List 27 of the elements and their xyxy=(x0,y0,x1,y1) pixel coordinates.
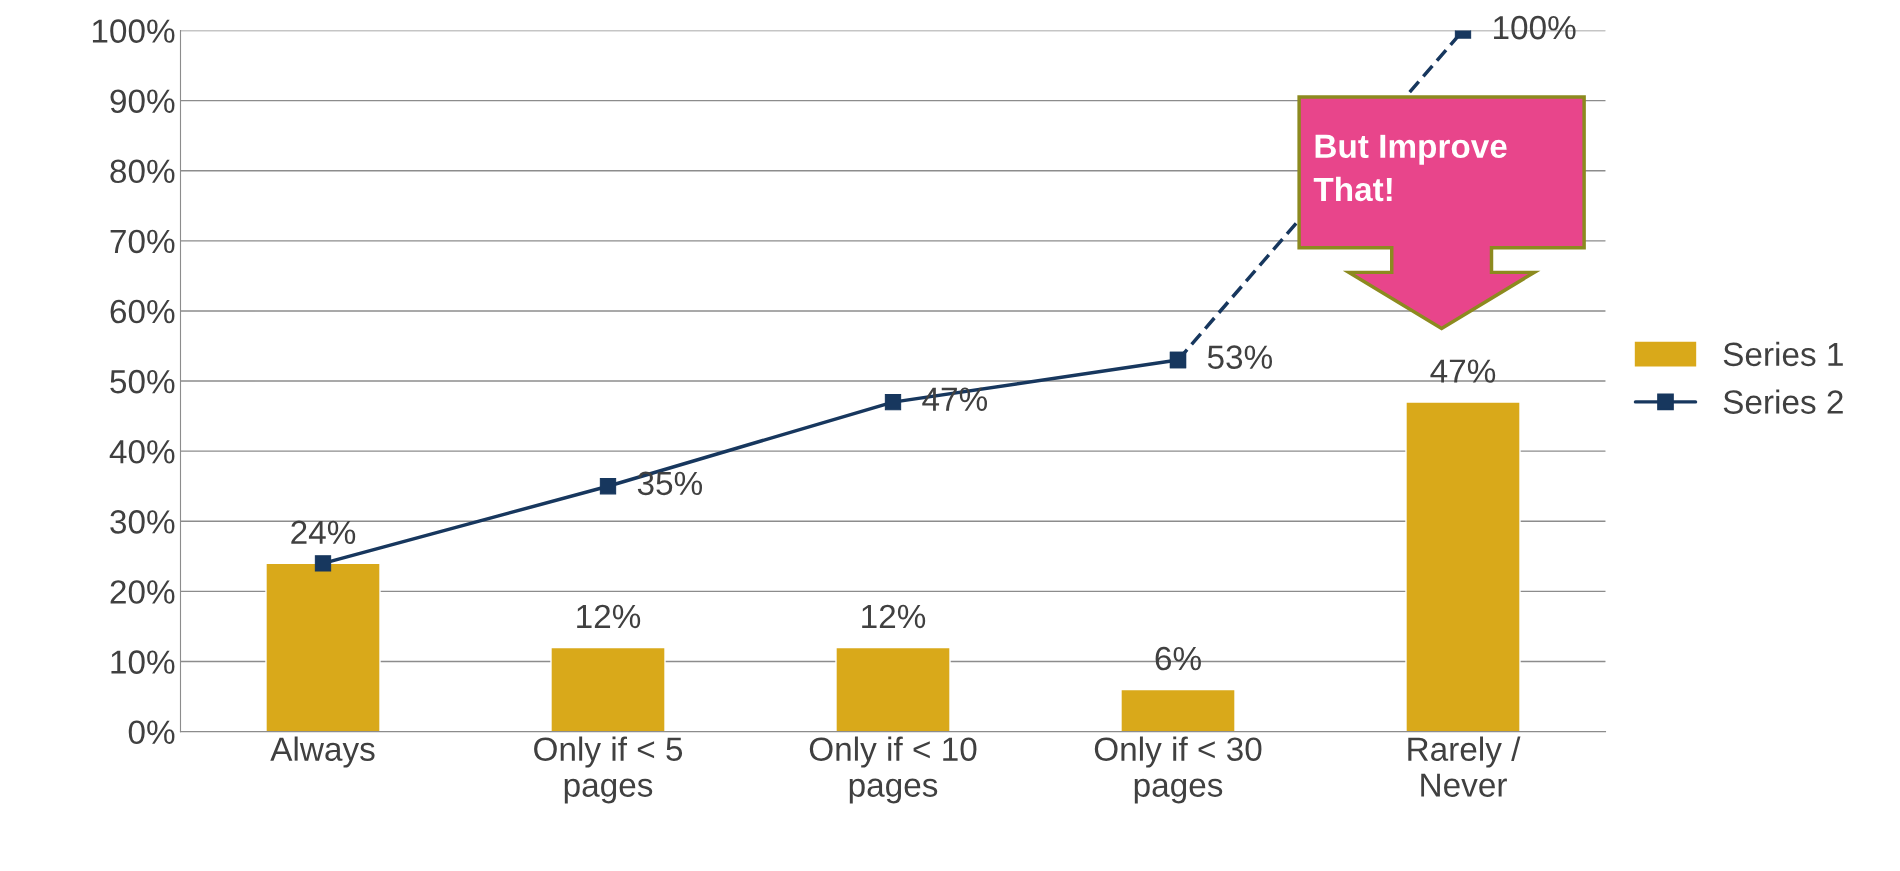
data-label: 24% xyxy=(291,520,356,545)
x-tick-label: Only if < 5 pages xyxy=(534,736,683,804)
y-tick-label: 60% xyxy=(110,299,175,324)
x-tick-label: Only if < 30 pages xyxy=(1094,736,1262,804)
data-label: 12% xyxy=(862,604,926,629)
legend-label: Series 2 xyxy=(1723,389,1843,414)
legend-label: Series 1 xyxy=(1723,341,1843,367)
x-tick-label: Always xyxy=(270,736,375,768)
y-tick-label: 20% xyxy=(110,580,175,604)
annotation: But Improve That! xyxy=(1313,134,1507,202)
data-label: 100% xyxy=(1494,15,1576,40)
data-label: 12% xyxy=(577,604,641,629)
y-tick-label: 70% xyxy=(110,229,175,254)
x-tick-label: Only if < 10 pages xyxy=(809,736,977,804)
y-tick-label: 100% xyxy=(92,19,175,43)
data-label: 47% xyxy=(922,387,988,411)
y-tick-label: 0% xyxy=(128,720,175,745)
x-tick-label: Rarely / Never xyxy=(1408,736,1521,797)
data-label: 35% xyxy=(637,471,703,496)
y-tick-label: 90% xyxy=(110,89,175,114)
y-tick-label: 40% xyxy=(109,439,175,464)
y-tick-label: 30% xyxy=(110,510,175,534)
y-tick-label: 50% xyxy=(110,369,175,394)
y-tick-label: 10% xyxy=(111,650,175,674)
data-label: 53% xyxy=(1207,345,1273,369)
y-tick-label: 80% xyxy=(110,159,175,184)
data-label: 47% xyxy=(1430,359,1496,383)
